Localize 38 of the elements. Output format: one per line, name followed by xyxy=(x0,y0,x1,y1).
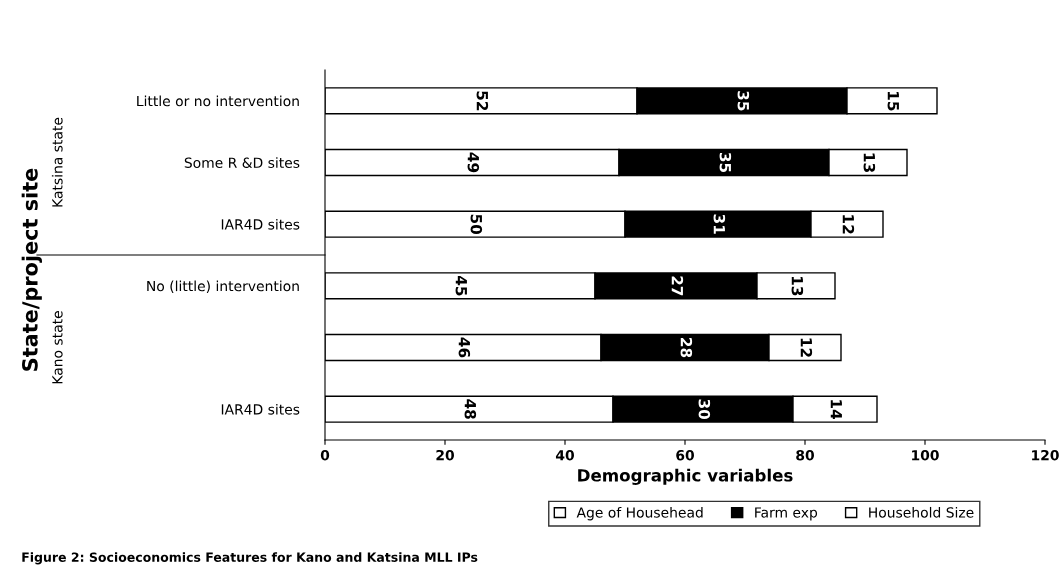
x-tick-label: 20 xyxy=(436,449,454,461)
legend-label: Household Size xyxy=(869,506,974,518)
data-label: 50 xyxy=(470,214,483,235)
x-tick-label: 60 xyxy=(676,449,694,461)
x-tick-label: 100 xyxy=(912,449,939,461)
y-tick-label: IAR4D sites xyxy=(221,403,300,415)
x-tick-label: 0 xyxy=(320,449,330,461)
data-label: 35 xyxy=(719,152,732,173)
y-tick-label: IAR4D sites xyxy=(221,218,300,230)
data-label: 27 xyxy=(671,276,684,296)
data-label: 46 xyxy=(458,337,471,358)
y-axis-title: State/project site xyxy=(21,168,42,371)
legend-label: Farm exp xyxy=(755,507,818,521)
data-label: 14 xyxy=(830,400,842,420)
y-tick-label: Little or no intervention xyxy=(137,95,299,107)
data-label: 12 xyxy=(842,215,855,234)
legend-label: Age of Househead xyxy=(576,506,703,521)
data-label: 49 xyxy=(467,152,480,173)
data-label: 15 xyxy=(887,91,899,111)
x-axis-title: Demographic variables xyxy=(578,468,793,485)
data-label: 13 xyxy=(863,153,876,172)
x-tick-label: 80 xyxy=(796,449,814,461)
data-label: 13 xyxy=(791,276,804,296)
y-tick-label: No (little) intervention xyxy=(147,280,299,293)
data-label: 12 xyxy=(800,338,813,357)
data-label: 31 xyxy=(713,214,726,234)
x-tick-label: 120 xyxy=(1032,449,1059,461)
data-label: 45 xyxy=(455,275,467,296)
data-label: 35 xyxy=(737,91,750,111)
y-tick-label: Some R &D sites xyxy=(184,157,300,168)
x-tick-label: 40 xyxy=(555,449,574,461)
data-label: 28 xyxy=(680,338,693,358)
text: Katsina state xyxy=(51,117,63,207)
text: Kano state xyxy=(52,311,63,384)
caption: Figure 2: Socioeconomics Features for Kano and Katsina MLL IPs xyxy=(22,552,478,565)
data-label: 48 xyxy=(464,399,477,419)
data-label: 30 xyxy=(698,399,711,420)
data-label: 52 xyxy=(476,91,489,111)
